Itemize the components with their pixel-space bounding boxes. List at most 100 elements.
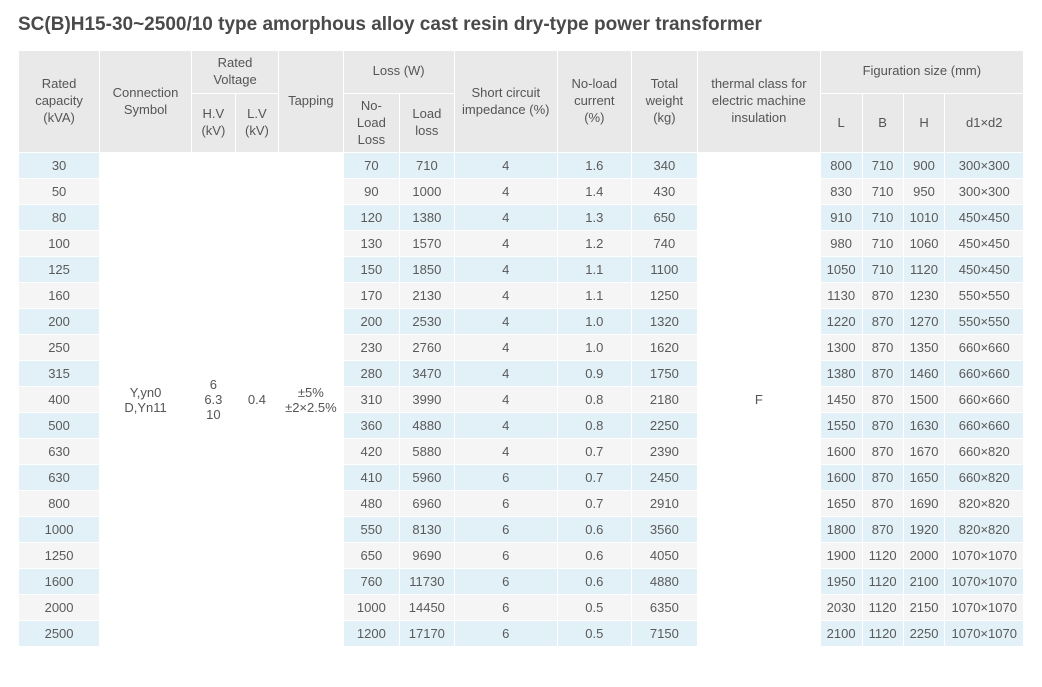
cell: 11730 — [400, 569, 455, 595]
cell: 100 — [19, 231, 100, 257]
col-lv: L.V (kV) — [235, 93, 278, 153]
cell: 0.7 — [557, 439, 631, 465]
cell: 2130 — [400, 283, 455, 309]
cell: 160 — [19, 283, 100, 309]
cell: 2250 — [631, 413, 697, 439]
cell: 1380 — [400, 205, 455, 231]
cell: 1010 — [903, 205, 945, 231]
cell: 1.1 — [557, 257, 631, 283]
cell: 710 — [862, 205, 903, 231]
cell: 1900 — [820, 543, 862, 569]
cell: 6350 — [631, 595, 697, 621]
cell: 17170 — [400, 621, 455, 647]
cell: 6 — [454, 621, 557, 647]
cell: 1270 — [903, 309, 945, 335]
cell: 910 — [820, 205, 862, 231]
cell: 300×300 — [945, 153, 1024, 179]
cell: 1300 — [820, 335, 862, 361]
cell: 125 — [19, 257, 100, 283]
cell: 1250 — [631, 283, 697, 309]
cell: 315 — [19, 361, 100, 387]
cell: 8130 — [400, 517, 455, 543]
cell: 710 — [400, 153, 455, 179]
cell: 1690 — [903, 491, 945, 517]
cell: 1500 — [903, 387, 945, 413]
cell: 310 — [343, 387, 399, 413]
cell: 420 — [343, 439, 399, 465]
cell: 4050 — [631, 543, 697, 569]
cell: 0.6 — [557, 569, 631, 595]
cell: 870 — [862, 465, 903, 491]
cell: 1230 — [903, 283, 945, 309]
cell: 6 — [454, 465, 557, 491]
cell: 710 — [862, 153, 903, 179]
cell: 300×300 — [945, 179, 1024, 205]
cell: 870 — [862, 283, 903, 309]
cell: 200 — [343, 309, 399, 335]
cell: 1600 — [820, 465, 862, 491]
cell: 480 — [343, 491, 399, 517]
cell: 820×820 — [945, 491, 1024, 517]
cell: 660×820 — [945, 439, 1024, 465]
col-noload-loss: No-Load Loss — [343, 93, 399, 153]
cell: 4 — [454, 335, 557, 361]
cell: 1130 — [820, 283, 862, 309]
cell: 4 — [454, 361, 557, 387]
cell: 1000 — [400, 179, 455, 205]
cell: 630 — [19, 465, 100, 491]
cell: 5960 — [400, 465, 455, 491]
cell: 2030 — [820, 595, 862, 621]
cell: 1250 — [19, 543, 100, 569]
cell: 6960 — [400, 491, 455, 517]
cell: 800 — [820, 153, 862, 179]
cell: 450×450 — [945, 205, 1024, 231]
cell: 30 — [19, 153, 100, 179]
cell: 660×660 — [945, 361, 1024, 387]
cell: 0.9 — [557, 361, 631, 387]
cell: 1070×1070 — [945, 621, 1024, 647]
cell: 1450 — [820, 387, 862, 413]
cell: 4 — [454, 283, 557, 309]
cell: 4880 — [400, 413, 455, 439]
cell: 550×550 — [945, 283, 1024, 309]
cell: 7150 — [631, 621, 697, 647]
col-H: H — [903, 93, 945, 153]
table-header: Rated capacity (kVA) Connection Symbol R… — [19, 51, 1024, 153]
cell: 9690 — [400, 543, 455, 569]
cell: 450×450 — [945, 231, 1024, 257]
col-fig-size: Figuration size (mm) — [820, 51, 1023, 94]
cell: 6 — [454, 543, 557, 569]
cell: 0.5 — [557, 621, 631, 647]
cell: 800 — [19, 491, 100, 517]
cell: 820×820 — [945, 517, 1024, 543]
cell: 0.8 — [557, 413, 631, 439]
cell: 0.4 — [235, 153, 278, 647]
cell: 5880 — [400, 439, 455, 465]
table-body: 30Y,yn0 D,Yn116 6.3 100.4±5% ±2×2.5%7071… — [19, 153, 1024, 647]
cell: 1320 — [631, 309, 697, 335]
cell: 0.6 — [557, 517, 631, 543]
col-rated-voltage: Rated Voltage — [191, 51, 278, 94]
col-d1d2: d1×d2 — [945, 93, 1024, 153]
cell: 130 — [343, 231, 399, 257]
cell: 0.5 — [557, 595, 631, 621]
cell: 2530 — [400, 309, 455, 335]
cell: 1060 — [903, 231, 945, 257]
cell: 1600 — [820, 439, 862, 465]
cell: 6 — [454, 569, 557, 595]
cell: 400 — [19, 387, 100, 413]
cell: 1000 — [343, 595, 399, 621]
cell: 1070×1070 — [945, 543, 1024, 569]
cell: 1070×1070 — [945, 569, 1024, 595]
cell: 4 — [454, 231, 557, 257]
col-rated-capacity: Rated capacity (kVA) — [19, 51, 100, 153]
cell: 2000 — [19, 595, 100, 621]
cell: 550×550 — [945, 309, 1024, 335]
table-row: 30Y,yn0 D,Yn116 6.3 100.4±5% ±2×2.5%7071… — [19, 153, 1024, 179]
cell: 4880 — [631, 569, 697, 595]
cell: 6 — [454, 595, 557, 621]
cell: 1.0 — [557, 309, 631, 335]
cell: 1120 — [862, 595, 903, 621]
cell: 170 — [343, 283, 399, 309]
cell: 1120 — [862, 543, 903, 569]
